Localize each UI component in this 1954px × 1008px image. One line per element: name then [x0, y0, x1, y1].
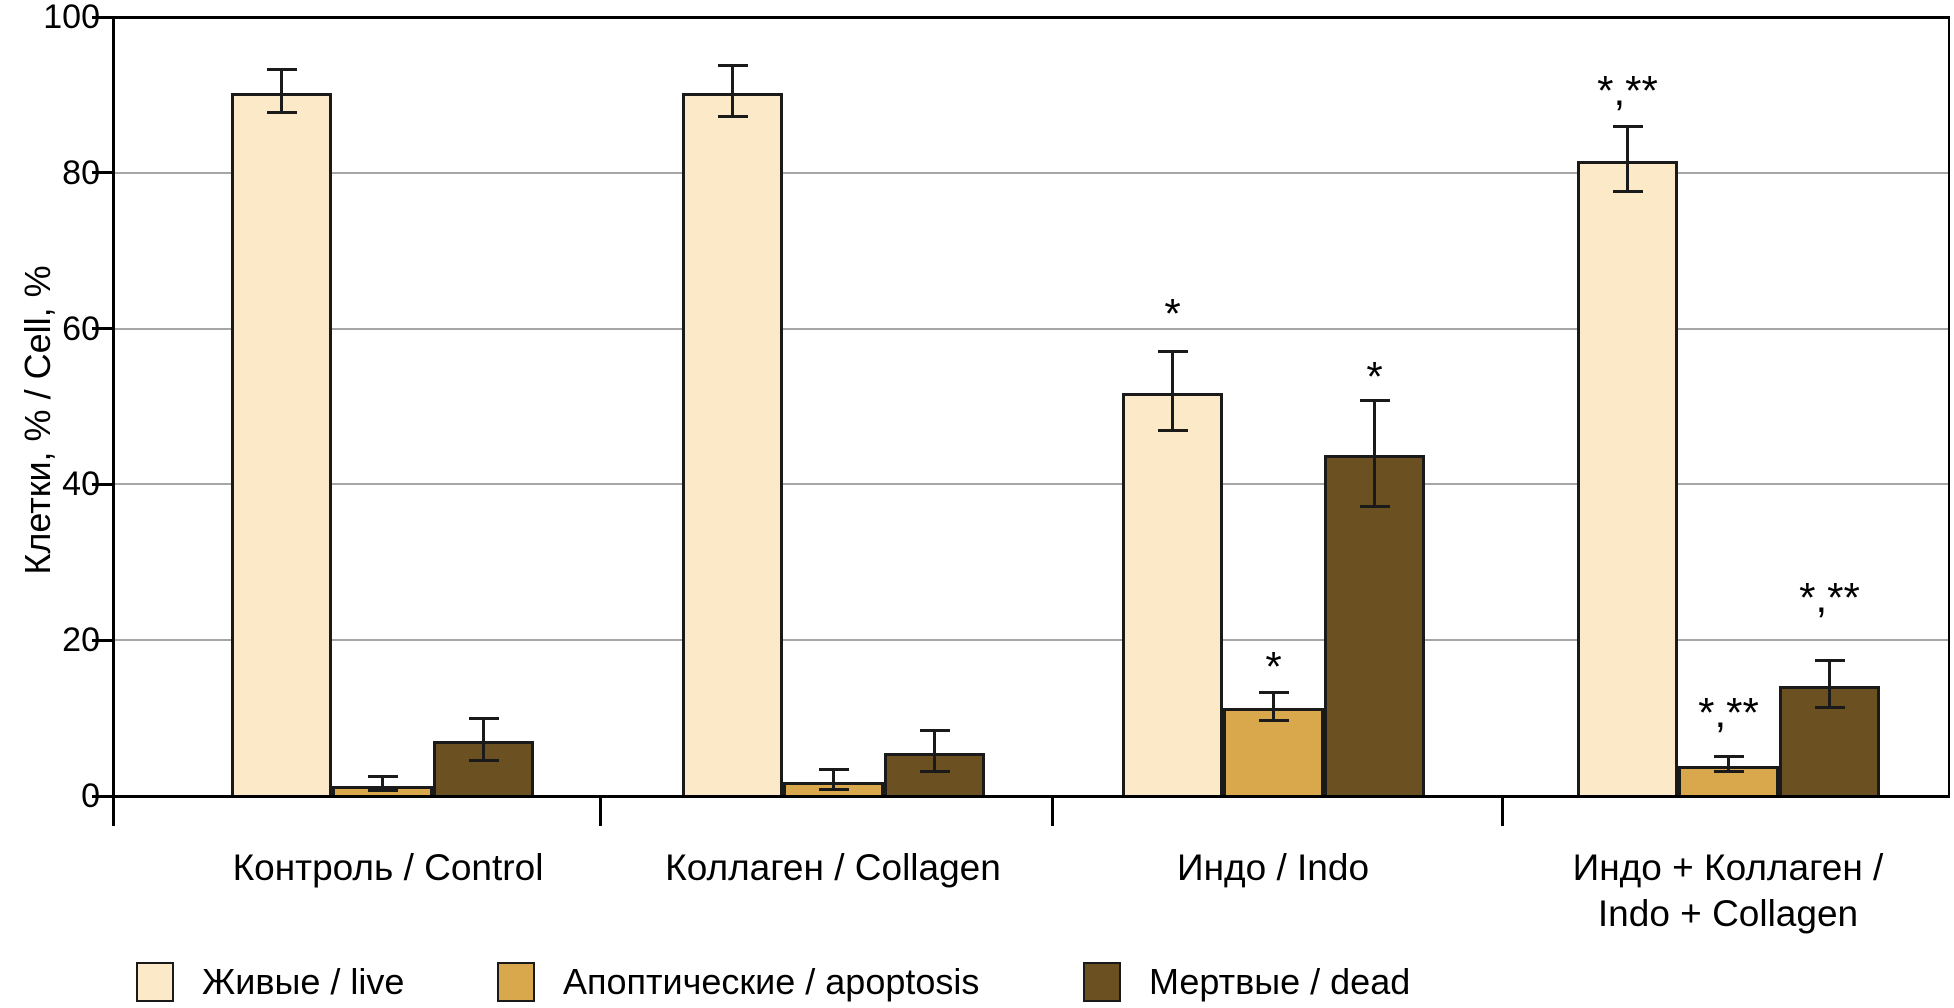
error-bar-stem [482, 716, 485, 762]
error-bar-cap [468, 758, 499, 762]
y-tick-label-60: 60 [62, 309, 100, 348]
error-bar-stem [1272, 690, 1275, 722]
gridline-40 [115, 483, 1948, 486]
y-tick-80 [92, 171, 112, 175]
category-label-line: Indo + Collagen [1597, 893, 1859, 934]
category-label-group4: Индо + Коллаген / Indo + Collagen [1573, 845, 1884, 937]
error-bar-stem [832, 767, 835, 792]
x-axis-line [112, 795, 1950, 798]
error-bar-cap [1359, 504, 1390, 508]
x-tick-1 [599, 796, 602, 826]
significance-annotation: * [1366, 353, 1383, 400]
gridline-20 [115, 639, 1948, 642]
error-bar-cap [919, 729, 950, 732]
category-label-group1: Контроль / Control [233, 845, 544, 891]
gridline-60 [115, 327, 1948, 330]
error-bar [717, 63, 748, 119]
error-bar-cap [1713, 754, 1744, 758]
bar-Живые-group3 [1122, 392, 1223, 798]
y-tick-60 [92, 327, 112, 331]
error-bar [818, 767, 849, 792]
x-tick-3 [1501, 796, 1504, 826]
y-tick-label-100: 100 [43, 0, 100, 36]
y-tick-100 [92, 15, 112, 19]
error-bar-stem [1727, 754, 1730, 774]
error-bar-stem [1171, 349, 1174, 433]
significance-annotation: *,** [1799, 574, 1860, 621]
error-bar [367, 774, 398, 793]
significance-annotation: * [1164, 290, 1181, 337]
error-bar [1713, 754, 1744, 774]
error-bar [468, 716, 499, 762]
error-bar-cap [717, 115, 748, 119]
y-tick-label-20: 20 [62, 621, 100, 660]
bar-Живые-group2 [682, 93, 783, 798]
error-bar-cap [367, 789, 398, 793]
error-bar-cap [818, 788, 849, 792]
error-bar-cap [266, 111, 297, 115]
error-bar-cap [1612, 124, 1643, 128]
error-bar-cap [1258, 718, 1289, 722]
category-label-line: Индо / Indo [1176, 847, 1370, 888]
y-tick-20 [92, 638, 112, 642]
category-label-line: Контроль / Control [232, 847, 544, 888]
y-axis-line [112, 16, 115, 799]
error-bar-cap [1359, 398, 1390, 402]
error-bar-cap [1713, 770, 1744, 774]
error-bar-cap [1157, 349, 1188, 353]
error-bar-stem [381, 774, 384, 793]
error-bar-stem [933, 729, 936, 773]
error-bar-stem [731, 63, 734, 119]
error-bar-cap [717, 63, 748, 67]
y-tick-label-0: 0 [81, 777, 100, 815]
bar-Живые-group1 [231, 93, 332, 798]
error-bar [1157, 349, 1188, 433]
legend-label-3: Мертвые / dead [1149, 961, 1411, 1002]
error-bar-cap [1814, 658, 1845, 662]
x-tick-0 [112, 796, 115, 826]
y-tick-0 [92, 794, 112, 798]
error-bar [266, 67, 297, 115]
category-label-group3: Индо / Indo [1177, 845, 1369, 891]
plot-top-border [112, 16, 1950, 19]
significance-annotation: *,** [1597, 67, 1658, 114]
plot-right-border [1948, 16, 1950, 798]
category-label-group2: Коллаген / Collagen [665, 845, 1001, 891]
error-bar-stem [280, 67, 283, 115]
error-bar-stem [1626, 124, 1629, 194]
gridline-80 [115, 171, 1948, 174]
error-bar-cap [1157, 429, 1188, 433]
error-bar-cap [919, 769, 950, 773]
error-bar-stem [1373, 398, 1376, 508]
y-tick-label-80: 80 [62, 153, 100, 192]
y-tick-label-40: 40 [62, 465, 100, 504]
error-bar [1258, 690, 1289, 722]
error-bar-cap [1258, 690, 1289, 694]
legend-swatch-2 [497, 962, 535, 1002]
error-bar-cap [266, 67, 297, 71]
x-tick-2 [1051, 796, 1054, 826]
error-bar-cap [818, 767, 849, 771]
bar-Живые-group4 [1577, 160, 1678, 798]
y-tick-40 [92, 482, 112, 486]
error-bar [919, 729, 950, 773]
legend-swatch-3 [1083, 962, 1121, 1002]
error-bar-cap [468, 716, 499, 720]
significance-annotation: *,** [1698, 689, 1759, 736]
error-bar-cap [1814, 705, 1845, 709]
category-label-line: Коллаген / Collagen [665, 847, 1001, 888]
error-bar [1359, 398, 1390, 508]
error-bar [1612, 124, 1643, 194]
legend-label-2: Апоптические / apoptosis [563, 961, 980, 1002]
error-bar [1814, 658, 1845, 709]
legend-swatch-1 [136, 962, 174, 1002]
error-bar-stem [1828, 658, 1831, 709]
error-bar-cap [367, 774, 398, 778]
significance-annotation: * [1265, 643, 1282, 690]
category-label-line: Индо + Коллаген / [1572, 847, 1884, 888]
legend-label-1: Живые / live [202, 961, 405, 1002]
error-bar-cap [1612, 190, 1643, 194]
